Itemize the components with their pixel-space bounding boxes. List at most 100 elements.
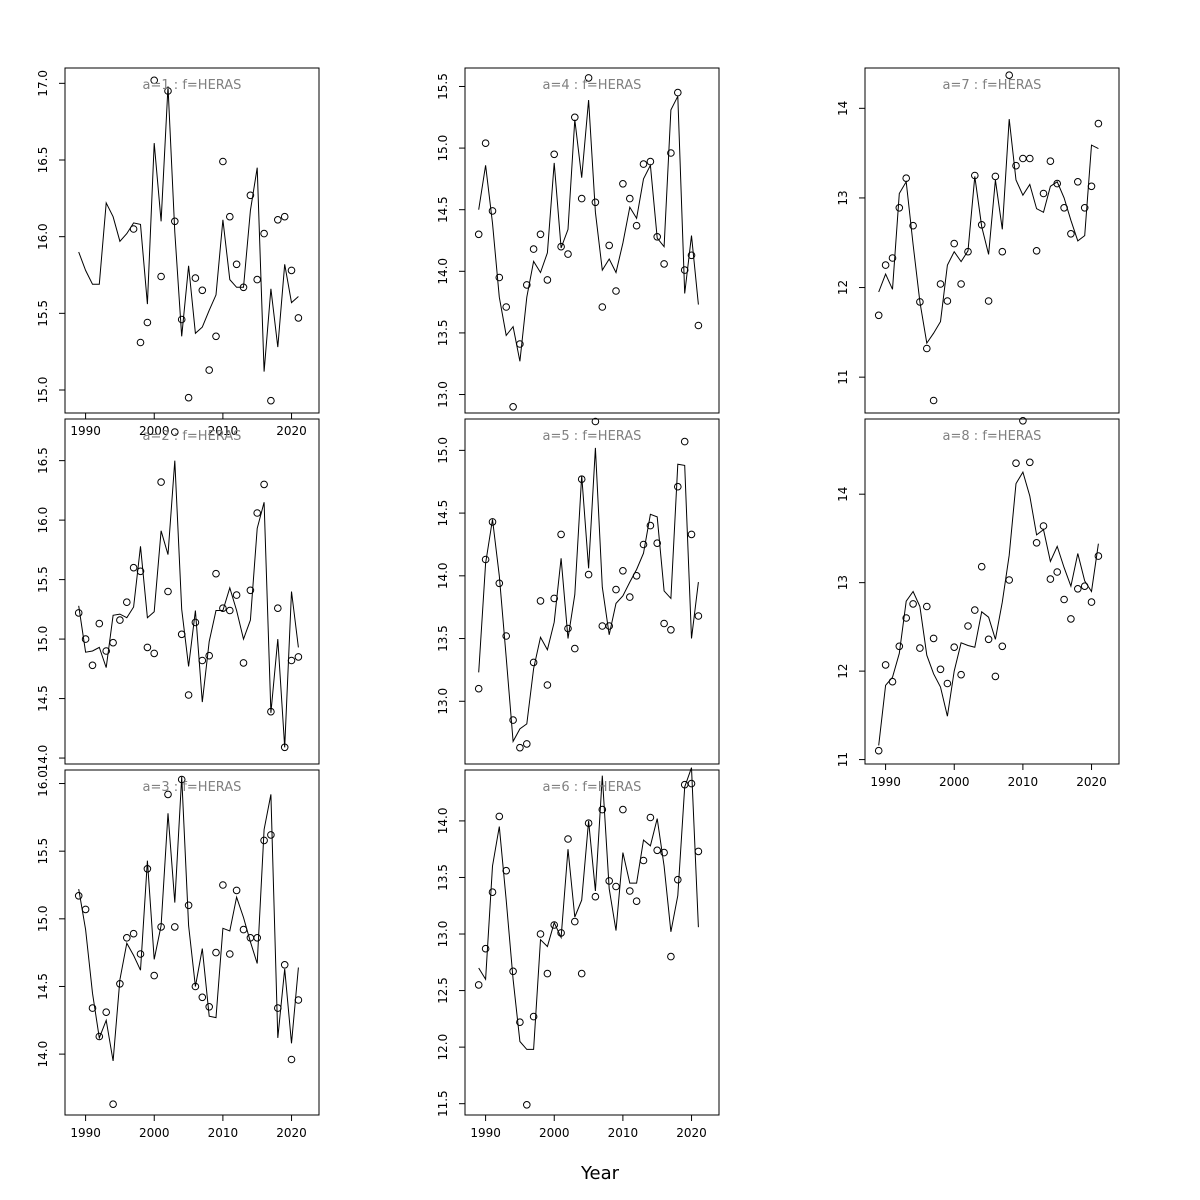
observed-point	[280, 212, 289, 221]
observed-point	[184, 691, 193, 699]
observed-point	[177, 315, 186, 324]
y-tick-label: 13.5	[436, 625, 450, 652]
observed-point	[888, 677, 897, 686]
fitted-series-line	[478, 447, 699, 744]
observed-point	[198, 993, 207, 1002]
observed-point	[1032, 247, 1041, 255]
observed-point	[239, 283, 248, 292]
x-tick-label: 1990	[870, 775, 901, 789]
observed-point	[205, 366, 213, 374]
observed-point	[626, 887, 634, 895]
observed-point	[129, 563, 138, 572]
observed-point	[632, 897, 641, 906]
observed-point	[632, 572, 641, 580]
observed-point	[219, 604, 227, 613]
observed-point	[143, 865, 152, 873]
y-tick-label: 16.5	[36, 447, 50, 474]
plot-frame	[464, 67, 720, 414]
x-tick-label: 2020	[676, 1126, 707, 1140]
observed-point	[998, 247, 1007, 256]
observed-point	[660, 848, 668, 857]
observed-point	[171, 923, 179, 931]
observed-point	[474, 684, 483, 693]
observed-point	[267, 831, 275, 839]
fitted-series-line	[78, 86, 299, 372]
observed-point	[509, 716, 517, 724]
observed-point	[239, 659, 248, 667]
y-tick-label: 16.0	[36, 223, 50, 250]
x-tick-label: 1990	[70, 1126, 101, 1140]
observed-point	[516, 340, 524, 348]
plot-frame	[864, 67, 1120, 414]
observed-point	[667, 149, 675, 157]
observed-point	[936, 280, 945, 288]
observed-point	[171, 428, 179, 436]
observed-point	[232, 260, 241, 269]
observed-point	[680, 437, 689, 446]
y-tick-label: 14.5	[36, 973, 50, 1000]
observed-point	[1019, 417, 1027, 425]
observed-point	[923, 344, 931, 353]
y-tick-label: 12.0	[436, 1034, 450, 1061]
plot-frame	[464, 769, 720, 1116]
observed-point	[1046, 575, 1055, 583]
observed-point	[184, 901, 193, 910]
observed-point	[605, 877, 614, 885]
observed-point	[502, 866, 511, 875]
observed-point	[171, 217, 179, 226]
observed-point	[950, 643, 959, 652]
y-tick-label: 15.5	[436, 73, 450, 100]
observed-point	[88, 1004, 97, 1012]
observed-point	[274, 216, 282, 224]
observed-point	[109, 1100, 117, 1108]
observed-point	[977, 221, 986, 229]
observed-point	[536, 230, 545, 239]
observed-point	[660, 260, 668, 268]
x-tick-label: 2020	[1076, 775, 1107, 789]
observed-point	[157, 923, 165, 931]
y-tick-label: 14.5	[36, 685, 50, 712]
observed-point	[557, 242, 565, 251]
observed-point	[1094, 552, 1103, 560]
observed-point	[964, 622, 972, 630]
panel-4: 13.0 13.5 14.0 14.5 15.0 15.5 a=4 : f=HERAS	[436, 67, 720, 414]
observed-point	[929, 634, 938, 643]
observed-point	[260, 480, 268, 489]
observed-point	[474, 230, 483, 239]
panel-2: 14.0 14.5 15.0 15.5 16.0 16.5 a=2 : f=HERAS	[36, 418, 320, 771]
observed-point	[991, 672, 1000, 681]
y-tick-label: 14.0	[436, 808, 450, 835]
observed-point	[1053, 568, 1061, 576]
observed-point	[874, 311, 883, 320]
observed-point	[1080, 204, 1089, 212]
observed-point	[177, 775, 186, 784]
observed-point	[164, 790, 172, 799]
observed-point	[267, 707, 275, 716]
observed-point	[246, 191, 255, 200]
observed-point	[916, 644, 924, 652]
y-tick-label: 15.0	[36, 626, 50, 653]
observed-point	[888, 254, 897, 262]
observed-point	[212, 948, 220, 957]
y-tick-label: 13.0	[436, 921, 450, 948]
observed-point	[543, 969, 552, 978]
observed-point	[81, 905, 90, 914]
y-tick-label: 15.5	[36, 300, 50, 327]
observed-point	[474, 981, 483, 989]
observed-point	[971, 171, 979, 180]
y-tick-label: 11.5	[436, 1090, 450, 1117]
observed-point	[571, 113, 579, 122]
y-tick-label: 12.5	[436, 977, 450, 1004]
observed-point	[619, 805, 627, 814]
observed-point	[680, 266, 689, 274]
plot-frame	[464, 418, 720, 765]
observed-point	[516, 743, 524, 752]
x-tick-label: 2000	[139, 1126, 170, 1140]
observed-point	[653, 539, 662, 548]
observed-point	[984, 297, 993, 305]
y-tick-label: 15.0	[36, 377, 50, 404]
observed-point	[977, 562, 986, 571]
observed-point	[1067, 230, 1075, 238]
y-tick-label: 17.0	[36, 70, 50, 97]
observed-point	[198, 656, 207, 665]
